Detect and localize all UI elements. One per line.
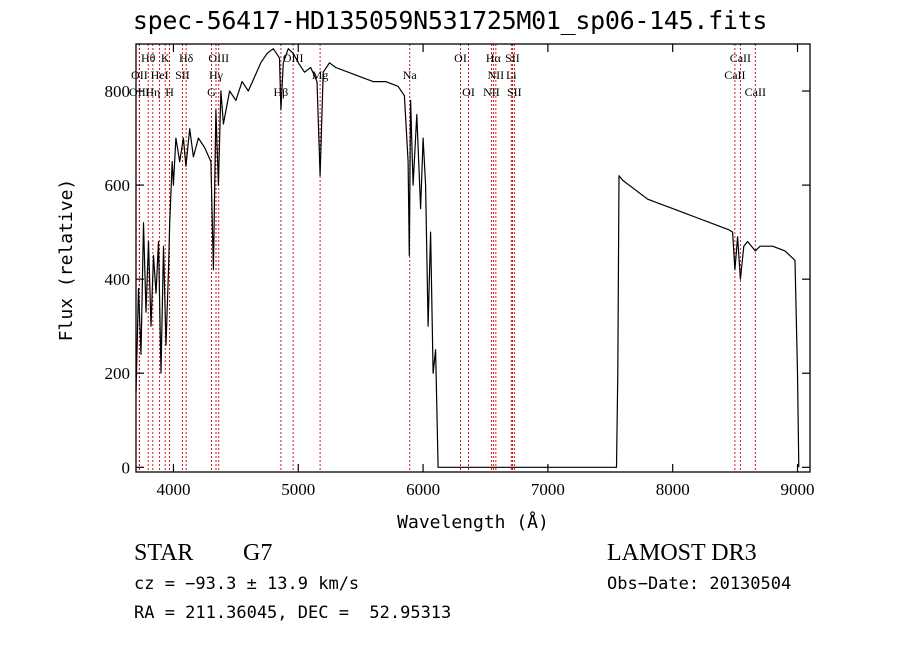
spectral-line-markers	[138, 44, 756, 472]
spectral-line-label: SII	[175, 68, 190, 82]
spectral-line-label: CaII	[745, 85, 766, 99]
spectral-line-label: SII	[505, 51, 520, 65]
spectral-line-label: OII	[131, 68, 148, 82]
spectral-line-label: Hη	[145, 85, 160, 99]
spectral-line-label: Li	[506, 68, 517, 82]
spectral-line-label: Hα	[486, 51, 502, 65]
object-class: STAR	[134, 540, 194, 566]
spectral-line-label: Hθ	[141, 51, 156, 65]
observation-date: Obs−Date: 20130504	[607, 574, 792, 594]
x-tick-label: 9000	[781, 480, 815, 499]
spectral-line-label: CaII	[730, 51, 751, 65]
object-subclass: G7	[243, 540, 273, 566]
spectral-line-label: OI	[454, 51, 467, 65]
redshift-cz: cz = −93.3 ± 13.9 km/s	[134, 574, 360, 594]
spectral-line-label: OIII	[129, 85, 150, 99]
spectral-line-label: OI	[462, 85, 475, 99]
spectral-line-label: OIII	[208, 51, 229, 65]
y-axis-label: Flux (relative)	[56, 179, 77, 342]
spectral-line-label: CaII	[724, 68, 745, 82]
spectral-line-label: HeI	[151, 68, 169, 82]
spectral-line-labels: HθOIIOIIIKHeIHηHδSIIHOIIIHγGOIIIMgHβNaOI…	[129, 51, 766, 99]
spectral-line-label: Hγ	[209, 68, 224, 82]
spectral-line-label: Hδ	[179, 51, 194, 65]
x-axis-label: Wavelength (Å)	[397, 511, 549, 533]
y-axis: 0 200 400 600 800	[105, 82, 810, 477]
spectral-line-label: Na	[403, 68, 418, 82]
x-tick-label: 7000	[531, 480, 565, 499]
y-tick-label: 800	[105, 82, 131, 101]
x-axis: 4000 5000 6000 7000 8000 9000	[156, 44, 815, 499]
x-tick-label: 6000	[406, 480, 440, 499]
spectral-line-label: G	[207, 85, 216, 99]
y-tick-label: 600	[105, 176, 131, 195]
y-tick-label: 400	[105, 270, 131, 289]
x-tick-label: 4000	[156, 480, 190, 499]
ra-dec: RA = 211.36045, DEC = 52.95313	[134, 603, 452, 623]
spectral-line-label: K	[161, 51, 170, 65]
spectral-line-label: NII	[488, 68, 505, 82]
x-tick-label: 8000	[656, 480, 690, 499]
survey-name: LAMOST DR3	[607, 540, 757, 566]
spectral-line-label: NII	[483, 85, 500, 99]
plot-frame	[135, 43, 811, 473]
spectral-line-label: SII	[507, 85, 522, 99]
chart-title: spec-56417-HD135059N531725M01_sp06-145.f…	[132, 6, 768, 35]
spectral-line-label: H	[165, 85, 174, 99]
spectral-line-label: OIII	[283, 51, 304, 65]
y-tick-label: 0	[122, 458, 131, 477]
spectrum-line	[135, 48, 800, 468]
x-tick-label: 5000	[281, 480, 315, 499]
y-tick-label: 200	[105, 364, 131, 383]
